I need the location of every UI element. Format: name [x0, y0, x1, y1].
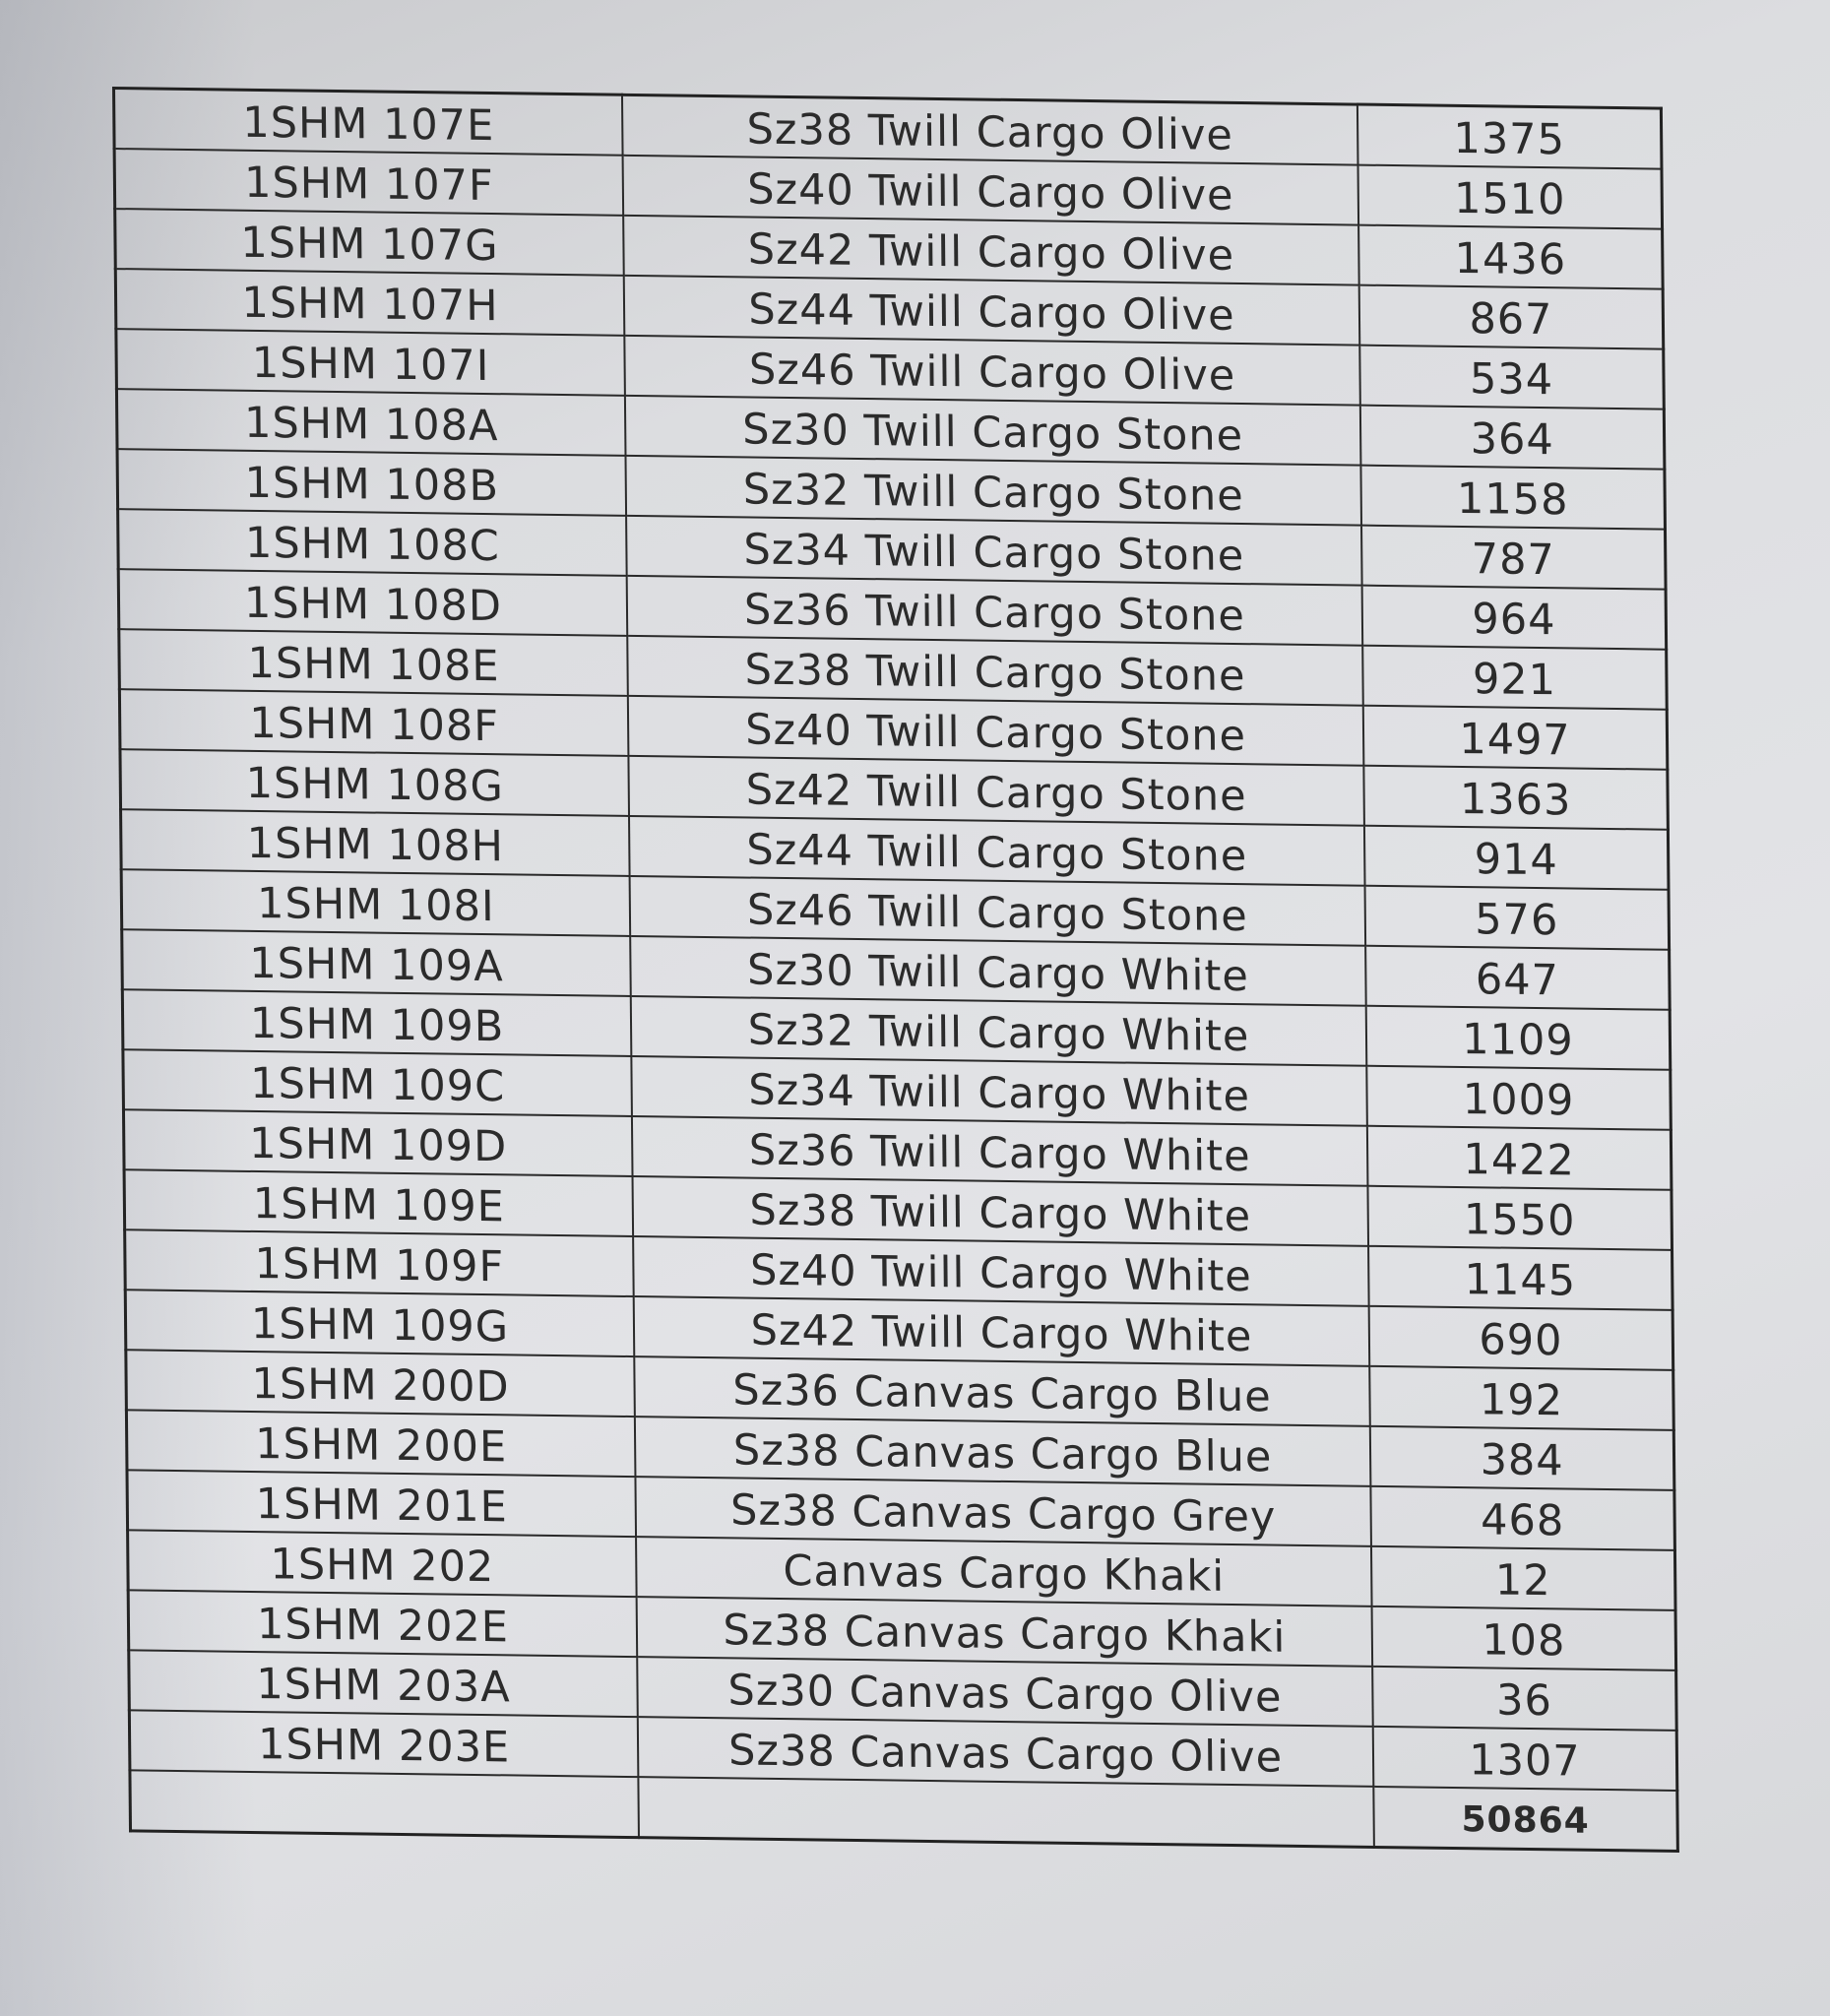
- item-code: 1SHM 108H: [120, 809, 630, 876]
- item-code: 1SHM 108F: [119, 689, 629, 756]
- item-quantity: 1510: [1357, 164, 1663, 229]
- shadow: [0, 0, 256, 2016]
- item-quantity: 12: [1370, 1545, 1676, 1610]
- item-quantity: 1550: [1367, 1185, 1672, 1250]
- item-quantity: 364: [1359, 405, 1665, 470]
- item-code: 1SHM 200D: [125, 1350, 635, 1418]
- item-code: 1SHM 108C: [117, 509, 627, 576]
- item-code: 1SHM 109D: [123, 1109, 633, 1177]
- item-quantity: 534: [1359, 345, 1665, 410]
- item-quantity: 787: [1361, 525, 1667, 590]
- item-code: 1SHM 108A: [116, 389, 626, 456]
- total-value: 50864: [1373, 1786, 1678, 1852]
- item-code: 1SHM 202E: [128, 1590, 638, 1658]
- item-code: 1SHM 109B: [122, 989, 632, 1056]
- item-quantity: 384: [1369, 1425, 1674, 1490]
- item-code: 1SHM 108B: [117, 449, 627, 516]
- item-code: 1SHM 109A: [121, 929, 631, 996]
- item-description: Sz32 Twill Cargo White: [630, 995, 1367, 1066]
- item-quantity: 914: [1363, 825, 1669, 890]
- item-description: Sz36 Canvas Cargo Blue: [634, 1356, 1370, 1426]
- item-quantity: 1109: [1365, 1005, 1671, 1070]
- item-description: Sz30 Canvas Cargo Olive: [637, 1657, 1373, 1727]
- item-code: 1SHM 107F: [114, 149, 624, 216]
- item-quantity: 192: [1369, 1365, 1674, 1430]
- item-code: 1SHM 107E: [113, 88, 623, 156]
- item-quantity: 1422: [1366, 1125, 1672, 1190]
- item-description: Sz38 Twill Cargo Olive: [621, 94, 1358, 165]
- item-quantity: 921: [1362, 645, 1668, 710]
- item-quantity: 1497: [1362, 705, 1668, 770]
- item-code: 1SHM 202: [127, 1530, 637, 1598]
- item-quantity: 647: [1365, 945, 1671, 1010]
- item-code: 1SHM 109F: [124, 1229, 634, 1297]
- item-description: Sz42 Twill Cargo Stone: [628, 755, 1364, 826]
- item-code: 1SHM 203E: [129, 1710, 639, 1778]
- item-quantity: 36: [1372, 1666, 1677, 1731]
- item-description: Sz40 Twill Cargo Stone: [627, 695, 1364, 766]
- item-code: 1SHM 107G: [114, 209, 624, 276]
- item-code: 1SHM 108I: [121, 869, 631, 936]
- table-body: 1SHM 107E Sz38 Twill Cargo Olive 1375 1SHM …: [113, 88, 1677, 1791]
- item-code: 1SHM 109G: [125, 1290, 635, 1357]
- item-description: Sz46 Twill Cargo Olive: [624, 335, 1360, 406]
- item-description: Sz38 Canvas Cargo Blue: [634, 1417, 1371, 1486]
- item-description: Sz42 Twill Cargo Olive: [623, 215, 1359, 285]
- item-description: Sz46 Twill Cargo Stone: [629, 875, 1366, 946]
- item-description: Sz34 Twill Cargo White: [631, 1055, 1367, 1126]
- item-quantity: 468: [1370, 1485, 1675, 1550]
- item-code: 1SHM 108E: [118, 629, 628, 696]
- item-description: Sz38 Twill Cargo Stone: [627, 635, 1363, 706]
- item-description: Sz32 Twill Cargo Stone: [625, 455, 1362, 526]
- item-description: Sz44 Twill Cargo Olive: [623, 275, 1360, 346]
- item-quantity: 1363: [1363, 765, 1669, 830]
- item-code: 1SHM 109E: [124, 1169, 634, 1237]
- item-description: Sz38 Canvas Cargo Grey: [635, 1477, 1371, 1546]
- item-quantity: 1436: [1358, 224, 1664, 289]
- printed-sheet: 1SHM 107E Sz38 Twill Cargo Olive 1375 1SHM …: [112, 87, 1679, 1853]
- item-description: Sz34 Twill Cargo Stone: [626, 515, 1362, 586]
- item-quantity: 1307: [1372, 1726, 1677, 1791]
- item-quantity: 1375: [1357, 104, 1662, 169]
- item-code: 1SHM 201E: [126, 1470, 637, 1538]
- item-quantity: 1158: [1360, 465, 1666, 530]
- item-quantity: 964: [1361, 585, 1667, 650]
- item-code: 1SHM 107I: [115, 329, 625, 396]
- item-quantity: 576: [1364, 885, 1670, 950]
- item-code: 1SHM 108D: [118, 569, 628, 636]
- item-code: 1SHM 109C: [122, 1049, 632, 1116]
- item-description: Sz40 Twill Cargo White: [633, 1236, 1369, 1306]
- item-code: 1SHM 108G: [119, 749, 630, 816]
- item-code: 1SHM 200E: [126, 1410, 636, 1478]
- item-quantity: 1145: [1368, 1245, 1673, 1310]
- item-description: Sz38 Canvas Cargo Khaki: [636, 1597, 1373, 1667]
- item-description: Canvas Cargo Khaki: [636, 1537, 1372, 1606]
- item-quantity: 1009: [1366, 1065, 1672, 1130]
- stock-table: 1SHM 107E Sz38 Twill Cargo Olive 1375 1SHM …: [112, 87, 1679, 1853]
- item-description: Sz36 Twill Cargo White: [631, 1116, 1368, 1186]
- item-description: Sz38 Twill Cargo White: [632, 1176, 1369, 1246]
- item-code: 1SHM 203A: [128, 1650, 638, 1718]
- item-quantity: 690: [1368, 1305, 1673, 1370]
- item-quantity: 108: [1371, 1606, 1676, 1670]
- item-code: 1SHM 107H: [115, 269, 625, 336]
- item-description: Sz42 Twill Cargo White: [633, 1296, 1370, 1366]
- item-description: Sz38 Canvas Cargo Olive: [637, 1717, 1374, 1787]
- item-quantity: 867: [1358, 284, 1664, 349]
- total-empty-cell: [129, 1770, 639, 1838]
- item-description: Sz36 Twill Cargo Stone: [626, 575, 1363, 646]
- item-description: Sz40 Twill Cargo Olive: [622, 155, 1359, 225]
- item-description: Sz44 Twill Cargo Stone: [629, 815, 1365, 886]
- item-description: Sz30 Twill Cargo White: [630, 935, 1366, 1006]
- total-empty-cell: [638, 1777, 1374, 1848]
- item-description: Sz30 Twill Cargo Stone: [624, 395, 1361, 466]
